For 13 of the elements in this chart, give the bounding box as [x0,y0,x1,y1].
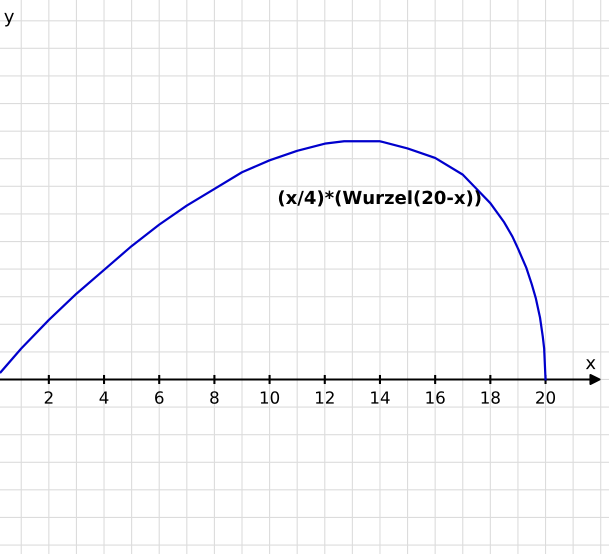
x-tick-label: 8 [210,391,219,404]
x-tick-label: 20 [536,391,556,404]
series-label: (x/4)*(Wurzel(20-x)) [278,190,480,206]
x-tick-label: 6 [155,391,164,404]
x-tick-label: 12 [316,391,334,404]
x-tick-label: 2 [44,391,52,404]
x-tick-label: 16 [426,391,445,404]
text: y [4,12,14,26]
x-axis-title: x [586,359,596,370]
x-tick-label: 10 [260,391,280,404]
x-tick-label: 4 [100,391,108,404]
x-tick-label: 18 [482,391,500,404]
x-tick-label: 14 [371,391,390,404]
